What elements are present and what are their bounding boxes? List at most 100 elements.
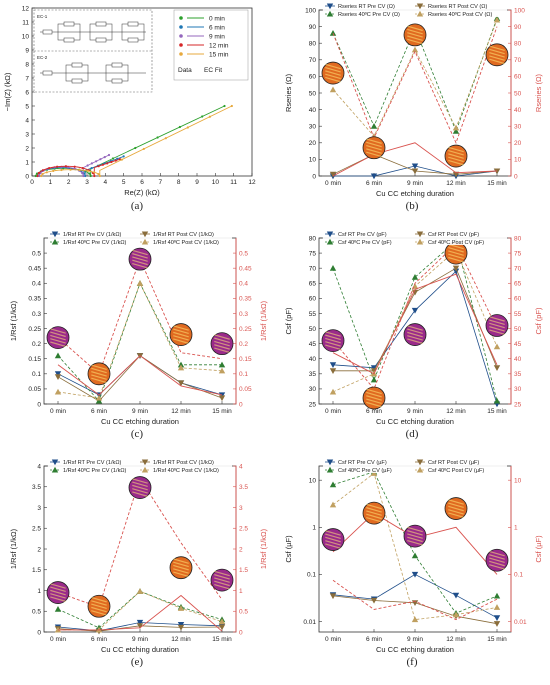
sample-image-circle	[403, 23, 427, 47]
y-tick-label-left: 0	[312, 173, 316, 180]
cpe-symbol	[127, 37, 139, 43]
y-tick-label-left: 0.5	[32, 609, 41, 616]
data-marker	[370, 376, 378, 383]
y-tick-label-right: 35	[514, 371, 522, 378]
image-texture	[489, 564, 505, 570]
y-tick-label-right: 0	[239, 629, 243, 636]
y-tick-label-right: 0.15	[239, 356, 252, 363]
image-texture	[448, 512, 464, 518]
y-tick-label-right: 4	[239, 463, 243, 470]
image-texture	[489, 52, 505, 58]
y-tick-label-right: 0.3	[239, 311, 248, 318]
data-point	[116, 157, 119, 160]
y-tick-label-left: 20	[309, 140, 317, 147]
legend-text: Rseries 40ºC Pre CV (Ω)	[338, 11, 400, 18]
y-tick-label-left: 10	[309, 157, 317, 164]
data-point	[93, 171, 96, 174]
y-tick-label-right: 1.5	[239, 567, 248, 574]
x-tick-label: 10	[212, 179, 220, 186]
image-texture	[448, 243, 464, 250]
legend-text: 1/Rsf RT Pre CV (1/kΩ)	[63, 460, 122, 466]
resistor-symbol	[111, 62, 123, 68]
image-texture	[173, 571, 189, 578]
x-tick-label: 9 min	[132, 636, 148, 643]
data-marker	[329, 362, 337, 368]
y-tick-label-right: 0.35	[239, 296, 252, 303]
y-axis-label: −Im(Z) (kΩ)	[3, 72, 12, 111]
image-texture	[173, 328, 189, 335]
x-tick-label: 15 min	[487, 408, 507, 415]
y-tick-label-left: 0	[37, 629, 41, 636]
legend-marker	[141, 231, 149, 238]
data-marker	[493, 365, 501, 371]
data-point	[69, 168, 72, 171]
y-tick-label-left: 45	[309, 341, 317, 348]
y-tick-label-left: 0.45	[28, 265, 41, 272]
legend-marker	[326, 466, 334, 473]
sample-image-circle	[87, 362, 111, 386]
data-marker	[411, 307, 419, 314]
y-tick-label-right: 0.1	[514, 572, 523, 579]
image-texture	[489, 45, 505, 51]
image-texture	[407, 38, 423, 45]
data-marker	[218, 624, 226, 631]
data-marker	[329, 501, 337, 508]
image-texture	[325, 76, 341, 83]
circuit-schematic	[40, 21, 146, 43]
panel-d: 25 25 30 30 35 35 40 40 45 45 50 50 55 55 60 60 65 65 70 70…	[275, 228, 550, 443]
legend-text: Csf 40ºC Pre CV (pF)	[338, 239, 392, 246]
y-tick-label-left: 0.5	[32, 250, 41, 257]
y-tick-label-left: 60	[309, 296, 317, 303]
sample-image-circle	[210, 332, 234, 356]
data-point	[48, 166, 51, 170]
data-point	[78, 168, 81, 172]
image-texture	[132, 249, 148, 256]
legend-box	[323, 228, 507, 245]
data-point	[81, 172, 84, 175]
image-texture	[366, 507, 382, 513]
data-marker	[493, 397, 501, 404]
series-line	[332, 579, 498, 621]
image-texture	[366, 391, 382, 398]
legend-data-label: Data	[178, 67, 192, 74]
y-tick-label-left: 30	[309, 386, 317, 393]
data-marker	[452, 127, 460, 134]
panel-label-a: (a)	[130, 200, 144, 212]
image-texture	[325, 67, 341, 73]
image-texture	[407, 526, 423, 533]
x-axis-label: Cu CC etching duration	[101, 417, 179, 426]
data-marker	[54, 388, 62, 395]
image-texture	[325, 530, 341, 536]
image-texture	[448, 250, 464, 256]
y-axis-label-right: 1/Rsf (1/kΩ)	[259, 528, 268, 569]
image-texture	[132, 491, 148, 497]
image-texture	[132, 262, 148, 269]
x-tick-label: 9	[195, 179, 199, 186]
image-texture	[325, 63, 341, 70]
image-texture	[91, 603, 107, 610]
image-texture	[91, 610, 107, 616]
data-point	[84, 174, 87, 178]
sample-image-circle	[321, 329, 345, 353]
y-tick-label-left: 25	[309, 401, 317, 408]
y-tick-label-right: 1	[514, 525, 518, 532]
panel-b: 0 0 10 10 20 20 30 30 40 40 50 50 60 60 70 70 80 80 90 90 10…	[275, 0, 550, 215]
image-texture	[325, 331, 341, 337]
image-texture	[132, 259, 148, 266]
csf-pf-plot: 25 25 30 30 35 35 40 40 45 45 50 50 55 55 60 60 65 65 70 70…	[284, 228, 543, 426]
resistor-symbol	[95, 21, 107, 27]
y-axis-label-right: 1/Rsf (1/kΩ)	[259, 300, 268, 341]
legend-marker	[416, 231, 424, 238]
image-texture	[407, 530, 423, 536]
image-texture	[448, 247, 464, 253]
x-tick-label: 6 min	[366, 636, 382, 643]
data-point	[164, 137, 167, 140]
series-line	[57, 282, 223, 399]
y-tick-label-right: 50	[514, 90, 522, 97]
data-marker	[411, 552, 419, 559]
image-texture	[448, 159, 464, 166]
image-texture	[50, 341, 66, 347]
data-marker	[177, 605, 185, 611]
data-point	[40, 174, 43, 178]
image-texture	[325, 73, 341, 80]
